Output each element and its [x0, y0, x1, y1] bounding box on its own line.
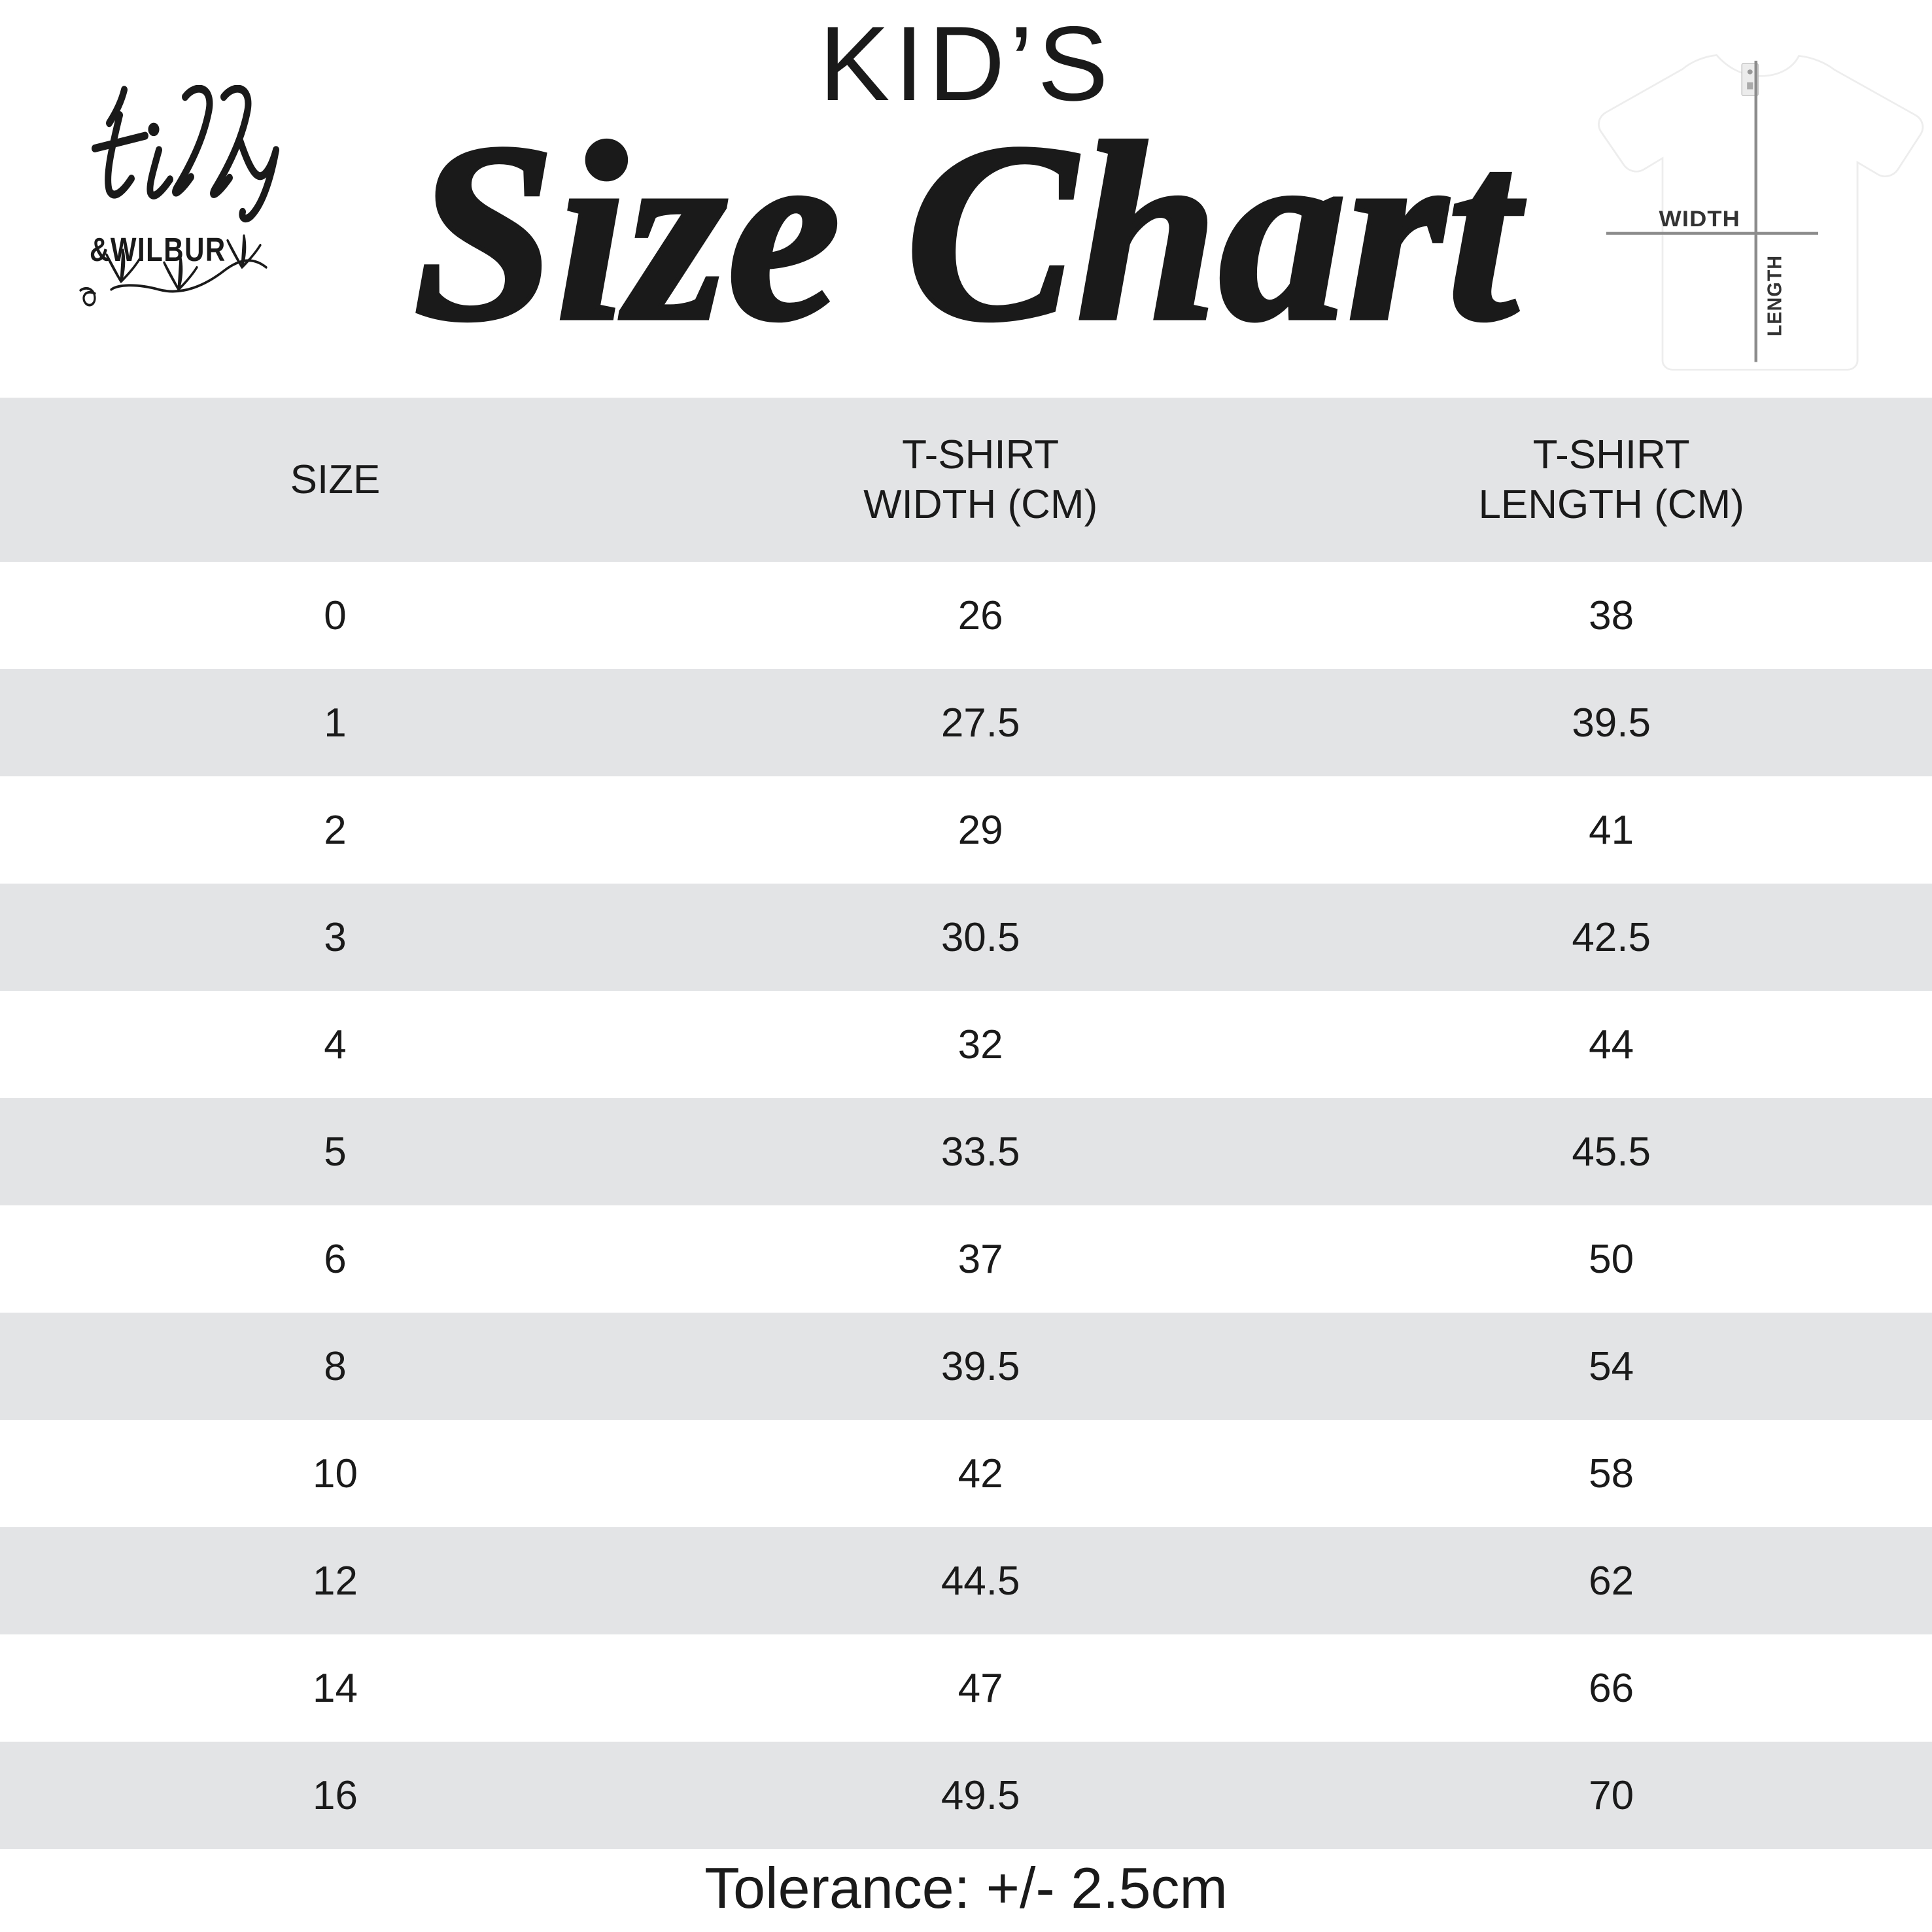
svg-text:LENGTH: LENGTH: [1764, 255, 1786, 336]
svg-text:WIDTH: WIDTH: [1659, 207, 1740, 232]
